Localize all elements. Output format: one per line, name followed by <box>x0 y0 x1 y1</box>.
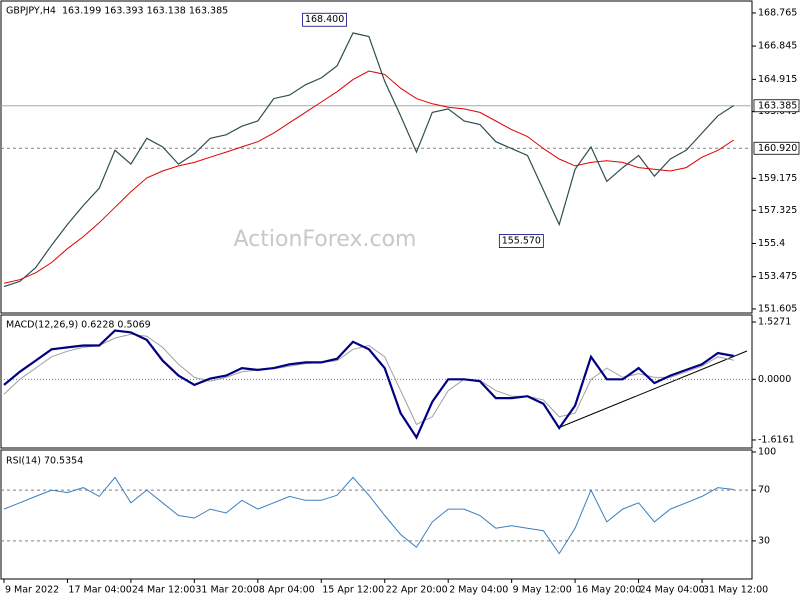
annotation-label: 168.400 <box>305 14 344 25</box>
y-tick-label: 155.4 <box>758 238 785 249</box>
price-frame <box>0 0 753 314</box>
trend-line <box>557 350 748 429</box>
panel-title: GBPJPY,H4 <box>6 6 56 17</box>
x-tick-label: 31 Mar 20:00 <box>195 585 258 596</box>
x-tick-label: 31 May 12:00 <box>703 585 768 596</box>
x-tick-label: 9 Mar 2022 <box>5 585 59 596</box>
series-line <box>3 329 735 440</box>
annotation-box <box>302 12 348 27</box>
y-tick-label: 100 <box>758 447 776 458</box>
x-tick-label: 2 May 04:00 <box>449 585 508 596</box>
y-tick-label: 1.5271 <box>758 317 791 328</box>
annotation-label: 155.570 <box>502 236 541 247</box>
x-tick-label: 16 May 20:00 <box>576 585 641 596</box>
series-line <box>3 32 735 288</box>
panel-title: RSI(14) 70.5354 <box>6 456 83 467</box>
x-tick-label: 24 Mar 12:00 <box>132 585 195 596</box>
panel-title: MACD(12,26,9) 0.6228 0.5069 <box>6 320 151 331</box>
series-line <box>3 476 734 555</box>
series-line <box>3 70 735 284</box>
x-tick-label: 8 Apr 04:00 <box>259 585 315 596</box>
watermark: ActionForex.com <box>234 227 417 252</box>
x-tick-label: 15 Apr 12:00 <box>322 585 384 596</box>
y-tick-label: -1.6161 <box>758 434 795 445</box>
x-tick-label: 17 Mar 04:00 <box>68 585 131 596</box>
y-tick-label: 159.175 <box>758 173 797 184</box>
level-label: 163.385 <box>758 100 797 111</box>
x-tick-label: 22 Apr 20:00 <box>386 585 448 596</box>
x-tick-label: 24 May 04:00 <box>640 585 705 596</box>
level-label-box <box>753 141 800 155</box>
level-label: 160.920 <box>758 143 797 154</box>
level-label-box <box>753 99 800 113</box>
y-tick-label: 30 <box>758 535 770 546</box>
macd-frame <box>0 314 753 449</box>
y-tick-label: 166.845 <box>758 41 797 52</box>
rsi-frame <box>0 449 753 580</box>
y-tick-label: 164.915 <box>758 74 797 85</box>
y-tick-label: 157.325 <box>758 205 797 216</box>
y-tick-label: 168.765 <box>758 7 797 18</box>
y-tick-label: 151.605 <box>758 303 797 314</box>
y-tick-label: 153.475 <box>758 271 797 282</box>
series-line <box>3 333 734 426</box>
annotation-box <box>498 234 544 248</box>
y-tick-label: 70 <box>758 485 770 496</box>
x-tick-label: 9 May 12:00 <box>513 585 572 596</box>
y-tick-label: 0.0000 <box>758 374 791 385</box>
panel-subtitle: 163.199 163.393 163.138 163.385 <box>62 6 228 17</box>
